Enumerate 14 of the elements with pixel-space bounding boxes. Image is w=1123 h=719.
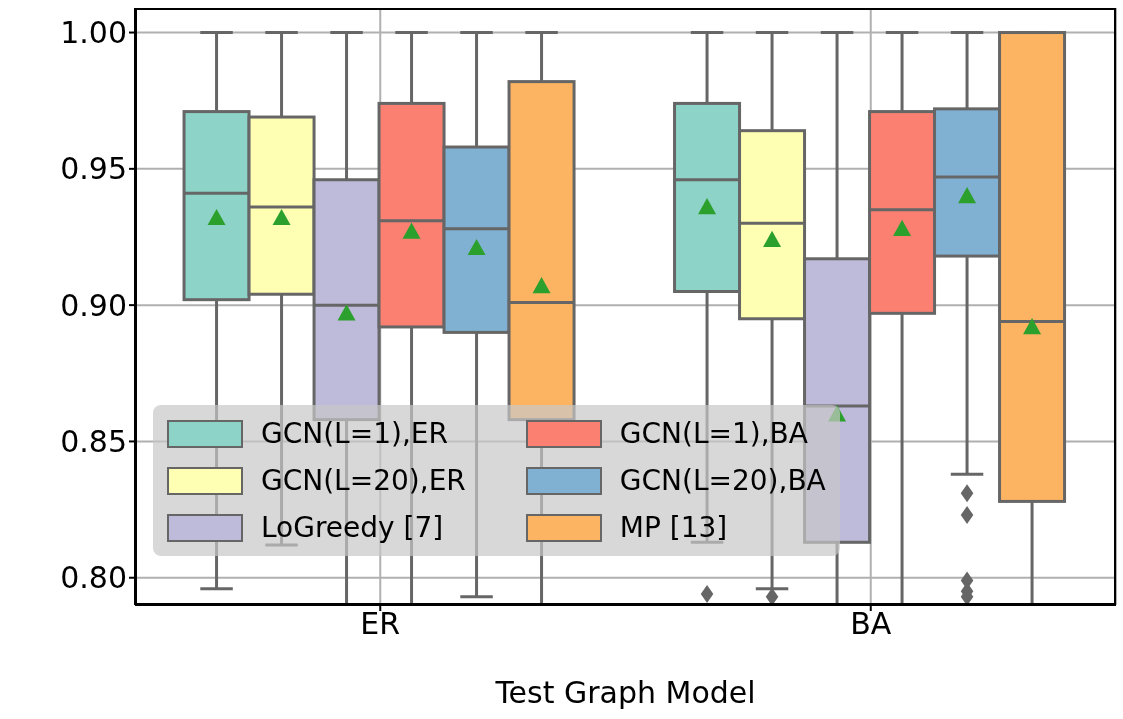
y-tick-label: 0.90 (60, 287, 127, 323)
legend-label: LoGreedy [7] (261, 511, 444, 544)
x-tick-label: ER (360, 606, 401, 642)
y-tick-label: 0.85 (60, 424, 127, 460)
y-tick-label: 0.80 (60, 560, 127, 596)
legend-label: GCN(L=20),ER (261, 464, 466, 497)
x-tick-label: BA (850, 606, 892, 642)
legend-label: GCN(L=20),BA (619, 464, 826, 497)
legend-label: GCN(L=1),ER (261, 417, 448, 450)
x-axis-title: Test Graph Model (494, 675, 756, 710)
legend-label: MP [13] (619, 511, 728, 544)
y-tick-label: 0.95 (60, 151, 127, 187)
y-tick-label: 1.00 (60, 15, 127, 51)
legend-label: GCN(L=1),BA (619, 417, 808, 450)
